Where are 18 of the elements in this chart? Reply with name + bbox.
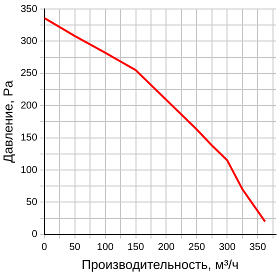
- x-tick-label: 350: [249, 242, 266, 254]
- x-tick-label: 250: [188, 242, 206, 254]
- x-tick-label: 50: [69, 242, 81, 254]
- y-tick-label: 200: [20, 100, 38, 112]
- y-tick-label: 150: [20, 132, 38, 144]
- x-tick-label: 300: [218, 242, 236, 254]
- x-tick-label: 150: [127, 242, 145, 254]
- y-tick-label: 250: [20, 68, 38, 80]
- x-tick-label: 0: [42, 242, 48, 254]
- y-tick-label: 50: [26, 196, 38, 208]
- y-axis-title: Давление, Pa: [0, 80, 16, 163]
- x-tick-label: 200: [158, 242, 176, 254]
- x-axis-title: Производительность, м³/ч: [82, 256, 239, 272]
- y-tick-label: 350: [20, 4, 38, 15]
- x-tick-label: 100: [96, 242, 114, 254]
- y-tick-label: 0: [32, 229, 38, 240]
- y-tick-label: 100: [20, 164, 38, 176]
- y-tick-label: 300: [20, 36, 38, 47]
